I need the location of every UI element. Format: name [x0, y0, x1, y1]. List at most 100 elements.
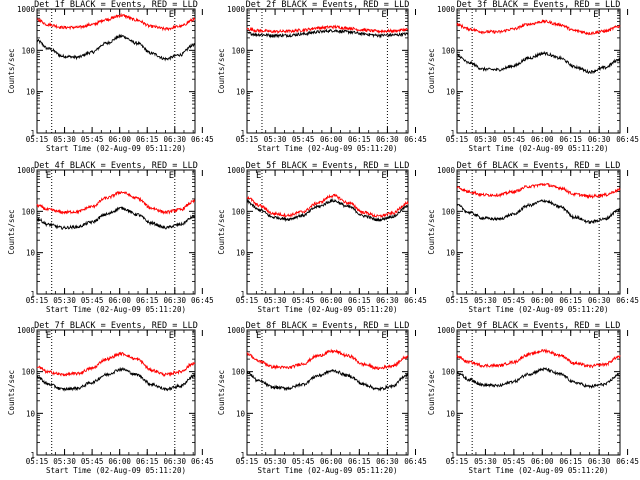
x-tick-label: 06:00 [320, 296, 343, 305]
time-marker-label: E [381, 171, 386, 181]
y-tick-label: 1 [240, 290, 245, 299]
x-tick-label: 06:00 [108, 457, 131, 466]
detector-panel: Det 1f BLACK = Events, RED = LLD 1 10 100 10… [7, 0, 214, 153]
x-tick-label: 06:00 [531, 135, 554, 144]
y-tick-label: 1 [30, 290, 35, 299]
y-tick-label: 100 [441, 207, 455, 216]
x-tick-label: 06:15 [348, 296, 371, 305]
series-lld-line [246, 348, 409, 371]
x-tick-label: 05:45 [292, 296, 315, 305]
panel-title: Det 8f BLACK = Events, RED = LLD [246, 321, 410, 331]
x-tick-label: 06:30 [376, 135, 399, 144]
y-tick-label: 1000 [227, 5, 246, 14]
time-marker-label: E [46, 171, 51, 181]
panel-title: Det 2f BLACK = Events, RED = LLD [246, 0, 410, 10]
series-lld-line [456, 19, 621, 36]
y-axis-label: Counts/sec [7, 48, 16, 93]
y-tick-label: 10 [236, 409, 246, 418]
x-tick-label: 06:30 [588, 296, 611, 305]
x-tick-label: 05:45 [292, 135, 315, 144]
x-tick-label: 06:30 [588, 457, 611, 466]
plot-frame [456, 8, 621, 134]
y-tick-label: 10 [236, 249, 246, 258]
series-lld-line [36, 351, 196, 377]
y-tick-label: 100 [441, 368, 455, 377]
x-tick-label: 06:45 [191, 457, 214, 466]
x-tick-label: 06:00 [531, 296, 554, 305]
time-marker-label: E [593, 10, 598, 20]
x-tick-label: 06:15 [559, 296, 582, 305]
y-axis-label: Counts/sec [217, 209, 226, 254]
detector-panel: Det 8f BLACK = Events, RED = LLD 1 10 100 10… [217, 321, 427, 475]
detector-panel: Det 5f BLACK = Events, RED = LLD 1 10 100 10… [217, 161, 427, 314]
x-tick-label: 05:45 [81, 457, 104, 466]
series-events-line [36, 33, 196, 62]
series-events-line [36, 366, 196, 392]
time-marker-label: E [256, 171, 261, 181]
x-tick-label: 05:30 [474, 457, 497, 466]
panel-title: Det 3f BLACK = Events, RED = LLD [457, 0, 621, 10]
x-tick-label: 05:30 [53, 135, 76, 144]
x-tick-label: 06:45 [616, 135, 639, 144]
x-tick-label: 06:15 [348, 135, 371, 144]
series-lld-line [246, 193, 409, 219]
time-marker-label: E [381, 331, 386, 341]
y-tick-label: 1 [450, 129, 455, 138]
x-axis-label: Start Time (02-Aug-09 05:11:20) [46, 144, 186, 153]
y-tick-label: 100 [21, 368, 35, 377]
x-tick-label: 05:30 [474, 296, 497, 305]
y-tick-label: 1 [30, 129, 35, 138]
x-tick-label: 06:00 [531, 457, 554, 466]
y-tick-label: 1 [30, 451, 35, 460]
x-tick-label: 06:30 [164, 135, 187, 144]
y-tick-label: 10 [236, 88, 246, 97]
x-tick-label: 06:15 [559, 457, 582, 466]
y-tick-label: 10 [446, 409, 456, 418]
x-axis-label: Start Time (02-Aug-09 05:11:20) [469, 466, 609, 475]
x-axis-label: Start Time (02-Aug-09 05:11:20) [258, 144, 398, 153]
x-tick-label: 05:15 [236, 457, 259, 466]
x-tick-label: 06:30 [376, 457, 399, 466]
x-tick-label: 06:00 [320, 135, 343, 144]
time-marker-label: E [256, 331, 261, 341]
y-tick-label: 100 [231, 368, 245, 377]
detector-panel: Det 2f BLACK = Events, RED = LLD 1 10 100 10… [217, 0, 427, 153]
panel-title: Det 1f BLACK = Events, RED = LLD [34, 0, 198, 10]
y-tick-label: 1000 [17, 166, 36, 175]
y-tick-label: 1000 [437, 5, 456, 14]
time-marker-label: E [46, 331, 51, 341]
series-lld-line [36, 12, 196, 32]
x-tick-label: 06:45 [616, 457, 639, 466]
series-events-line [456, 198, 621, 225]
x-tick-label: 06:15 [136, 296, 159, 305]
y-axis-label: Counts/sec [427, 209, 436, 254]
x-tick-label: 05:45 [292, 457, 315, 466]
detector-panel: Det 6f BLACK = Events, RED = LLD 1 10 100 10… [427, 161, 639, 314]
x-tick-label: 05:30 [53, 457, 76, 466]
x-axis-label: Start Time (02-Aug-09 05:11:20) [46, 466, 186, 475]
x-tick-label: 05:15 [446, 457, 469, 466]
x-tick-label: 06:45 [404, 135, 427, 144]
x-tick-label: 05:15 [236, 135, 259, 144]
y-tick-label: 1 [450, 290, 455, 299]
y-axis-label: Counts/sec [7, 209, 16, 254]
x-tick-label: 05:15 [26, 457, 49, 466]
x-tick-label: 05:30 [264, 457, 287, 466]
series-events-line [36, 206, 195, 230]
x-axis-label: Start Time (02-Aug-09 05:11:20) [469, 305, 609, 314]
y-tick-label: 100 [441, 46, 455, 55]
x-tick-label: 05:15 [446, 135, 469, 144]
series-events-line [456, 50, 621, 75]
x-tick-label: 06:30 [164, 457, 187, 466]
x-tick-label: 06:45 [191, 296, 214, 305]
x-tick-label: 05:30 [474, 135, 497, 144]
detector-panel: Det 4f BLACK = Events, RED = LLD 1 10 100 10… [7, 161, 214, 314]
time-marker-label: E [169, 10, 174, 20]
x-tick-label: 06:45 [404, 296, 427, 305]
y-axis-label: Counts/sec [217, 370, 226, 415]
x-axis-label: Start Time (02-Aug-09 05:11:20) [469, 144, 609, 153]
x-tick-label: 06:15 [559, 135, 582, 144]
series-lld-line [246, 24, 409, 34]
y-axis-label: Counts/sec [217, 48, 226, 93]
detector-panel: Det 3f BLACK = Events, RED = LLD 1 10 100 10… [427, 0, 639, 153]
